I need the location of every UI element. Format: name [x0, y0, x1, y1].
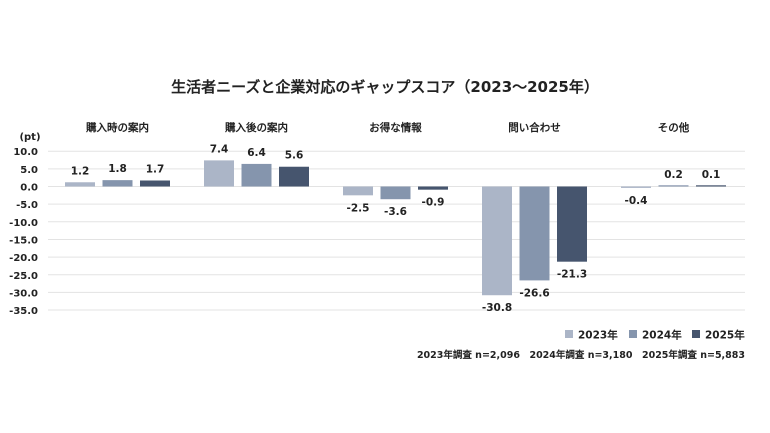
bar-2024年-お得な情報 — [380, 186, 411, 200]
legend-label: 2023年 — [578, 329, 618, 342]
data-label: -21.3 — [557, 269, 587, 281]
y-tick-label: -35.0 — [9, 306, 38, 317]
data-label: 1.8 — [108, 163, 127, 175]
y-tick-label: -20.0 — [9, 253, 38, 264]
legend-swatch — [692, 330, 700, 338]
bar-2023年-問い合わせ — [482, 186, 512, 296]
data-label: 0.2 — [664, 169, 683, 181]
data-label: 1.2 — [71, 165, 90, 177]
y-tick-label: -25.0 — [9, 271, 38, 282]
bar-2024年-購入後の案内 — [241, 163, 272, 187]
legend-swatch — [565, 330, 573, 338]
data-label: -2.5 — [347, 202, 370, 214]
chart-title: 生活者ニーズと企業対応のギャップスコア（2023〜2025年） — [171, 78, 599, 96]
bar-2025年-購入後の案内 — [279, 166, 309, 187]
y-axis-unit: (pt) — [19, 132, 40, 143]
bar-2023年-お得な情報 — [343, 186, 373, 196]
bar-2023年-その他 — [621, 186, 651, 188]
y-tick-label: 10.0 — [13, 147, 38, 158]
data-label: -3.6 — [384, 206, 407, 218]
y-tick-label: -10.0 — [9, 218, 38, 229]
category-label: 購入後の案内 — [224, 121, 288, 134]
bar-2024年-問い合わせ — [519, 186, 550, 281]
legend-label: 2024年 — [642, 329, 682, 342]
data-label: 5.6 — [285, 150, 304, 162]
category-label: お得な情報 — [369, 121, 422, 134]
category-label: 問い合わせ — [508, 121, 561, 134]
legend-label: 2025年 — [705, 329, 745, 342]
bar-2023年-購入時の案内 — [65, 182, 95, 187]
bar-2025年-その他 — [696, 185, 726, 187]
bar-2024年-購入時の案内 — [102, 180, 133, 187]
y-tick-label: -30.0 — [9, 288, 38, 299]
sample-size-note: 2023年調査 n=2,096 2024年調査 n=3,180 2025年調査 … — [417, 349, 745, 361]
y-tick-label: -15.0 — [9, 235, 38, 246]
category-label: その他 — [658, 121, 690, 134]
data-label: 6.4 — [247, 147, 266, 159]
data-label: -0.9 — [422, 197, 445, 209]
y-tick-label: -5.0 — [16, 200, 38, 211]
data-label: -0.4 — [625, 195, 648, 207]
legend-swatch — [629, 330, 637, 338]
data-label: 0.1 — [702, 169, 721, 181]
data-label: 1.7 — [146, 163, 165, 175]
data-label: -26.6 — [519, 287, 549, 299]
data-label: 7.4 — [210, 143, 229, 155]
bar-2024年-その他 — [658, 185, 689, 187]
bar-2023年-購入後の案内 — [204, 160, 234, 187]
category-label: 購入時の案内 — [85, 121, 149, 134]
bar-2025年-お得な情報 — [418, 186, 448, 190]
y-tick-label: 5.0 — [20, 165, 38, 176]
y-tick-label: 0.0 — [20, 183, 38, 194]
data-label: -30.8 — [482, 302, 512, 314]
bar-2025年-問い合わせ — [557, 186, 587, 262]
bar-2025年-購入時の案内 — [140, 180, 170, 187]
